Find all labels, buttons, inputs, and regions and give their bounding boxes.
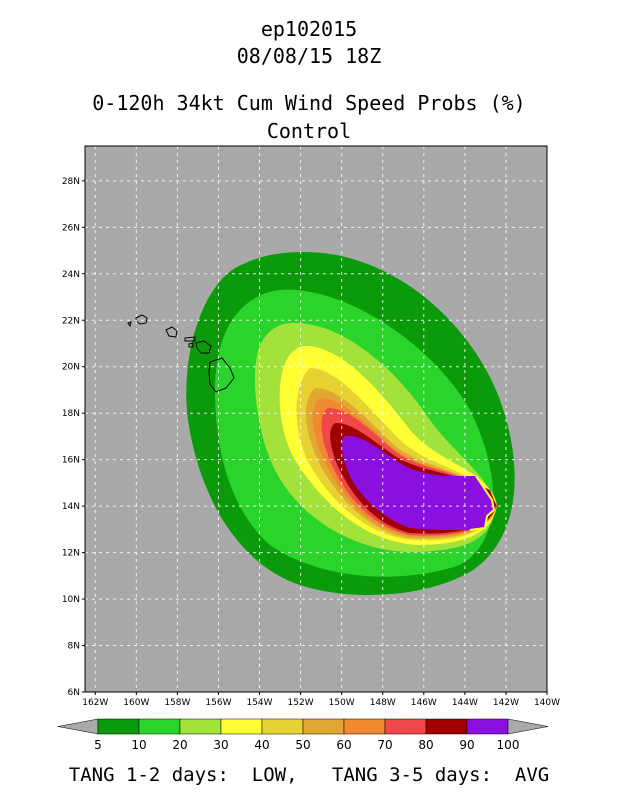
colorbar-over-arrow	[507, 718, 549, 735]
lat-label: 10N	[62, 595, 80, 605]
colorbar-label: 40	[254, 738, 269, 752]
colorbar-label: 70	[377, 738, 392, 752]
map-frame	[84, 145, 548, 693]
lat-label: 12N	[62, 549, 80, 559]
lat-label: 8N	[68, 642, 80, 652]
lanai-island	[188, 342, 194, 348]
lat-label: 18N	[62, 409, 80, 419]
storm-id: ep102015	[260, 17, 358, 41]
latitude-labels: 28N 26N 24N 22N 20N 18N 16N 14N 12N 10N 8N 6N	[62, 177, 85, 698]
colorbar-swatch	[302, 718, 345, 735]
colorbar-swatch	[97, 718, 140, 735]
colorbar-label: 80	[418, 738, 433, 752]
maui-island	[195, 340, 212, 354]
lon-label: 148W	[370, 698, 396, 708]
longitude-labels: 162W 160W 158W 156W 154W 152W 150W 148W 146W 144W…	[82, 692, 560, 708]
lon-label: 162W	[82, 698, 108, 708]
colorbar-label: 30	[213, 738, 228, 752]
colorbar-label: 60	[336, 738, 351, 752]
product-title: 0-120h 34kt Cum Wind Speed Probs (%)	[92, 91, 526, 115]
oahu-island	[165, 326, 178, 338]
colorbar-swatch	[425, 718, 468, 735]
lat-label: 16N	[62, 456, 80, 466]
tang-summary: TANG 1-2 days: LOW, TANG 3-5 days: AVG	[68, 764, 550, 786]
contour-edge-highlight	[469, 475, 496, 531]
colorbar-label: 50	[295, 738, 310, 752]
colorbar-label: 90	[459, 738, 474, 752]
lat-label: 14N	[62, 502, 80, 512]
niihau-island	[127, 321, 132, 328]
lat-label: 20N	[62, 363, 80, 373]
colorbar-label: 100	[497, 738, 520, 752]
lon-label: 150W	[329, 698, 355, 708]
lon-label: 144W	[452, 698, 478, 708]
colorbar-swatch	[220, 718, 263, 735]
lon-label: 152W	[288, 698, 314, 708]
lon-label: 146W	[411, 698, 437, 708]
big-island	[208, 357, 235, 393]
lat-label: 24N	[62, 270, 80, 280]
forecast-time: 08/08/15 18Z	[236, 44, 382, 68]
molokai-island	[184, 336, 196, 342]
colorbar-label: 5	[94, 738, 102, 752]
colorbar-label: 20	[172, 738, 187, 752]
lon-label: 160W	[123, 698, 149, 708]
colorbar-swatch	[343, 718, 386, 735]
lon-label: 158W	[164, 698, 190, 708]
colorbar-swatch	[138, 718, 181, 735]
lat-label: 28N	[62, 177, 80, 187]
colorbar-swatch	[261, 718, 304, 735]
colorbar-swatch	[384, 718, 427, 735]
colorbar-swatch	[179, 718, 222, 735]
lon-label: 142W	[493, 698, 519, 708]
lat-label: 26N	[62, 223, 80, 233]
lat-label: 22N	[62, 316, 80, 326]
colorbar-under-arrow	[57, 718, 99, 735]
lat-label: 6N	[68, 688, 80, 698]
lon-label: 154W	[246, 698, 272, 708]
run-label: Control	[266, 119, 352, 143]
lon-label: 140W	[534, 698, 560, 708]
lon-label: 156W	[205, 698, 231, 708]
colorbar-label: 10	[131, 738, 146, 752]
contour-100	[345, 439, 488, 527]
colorbar-swatch	[466, 718, 509, 735]
colorbar: 5 10 20 30 40 50 60 70 80 90 100	[57, 718, 549, 752]
